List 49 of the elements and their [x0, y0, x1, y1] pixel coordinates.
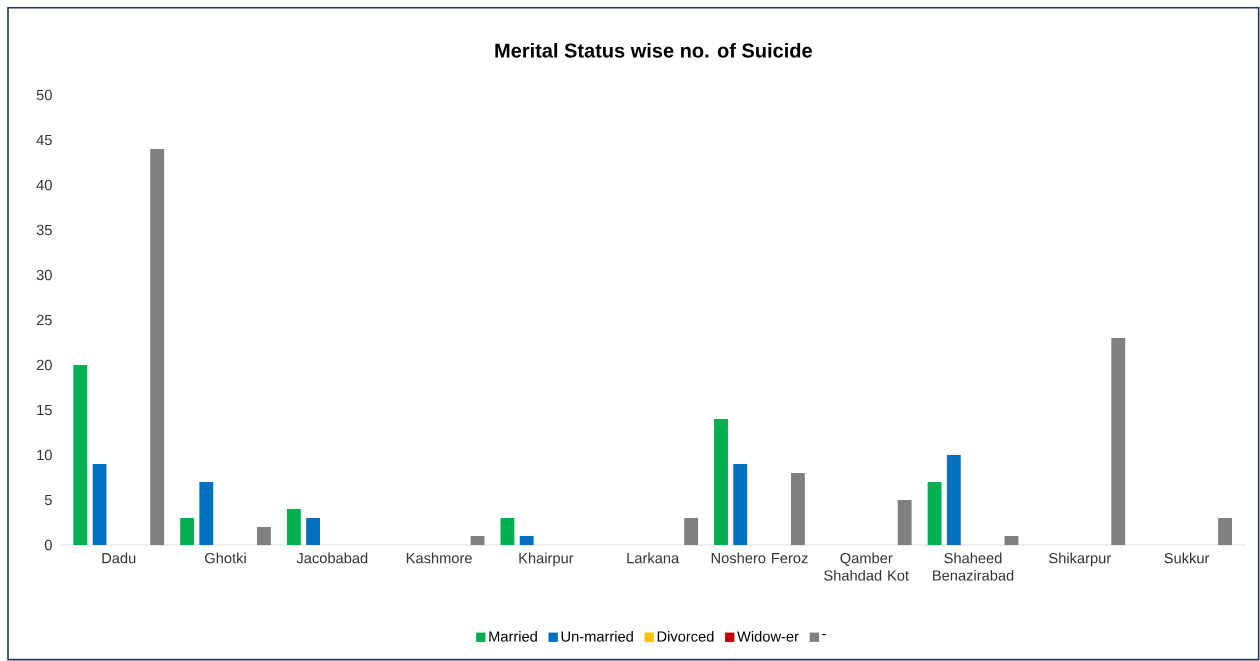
y-tick-label: 0 — [44, 539, 52, 551]
legend-label: Divorced — [657, 630, 714, 642]
x-tick-label: Dadu — [102, 552, 136, 564]
x-tick-label: Noshero Feroz — [711, 552, 808, 564]
bar — [180, 518, 195, 545]
bar — [257, 527, 271, 545]
bar — [714, 419, 728, 545]
bar — [519, 536, 534, 545]
x-tick-label: Shikarpur — [1049, 552, 1111, 567]
legend-label: Un-married — [561, 630, 633, 642]
bar — [92, 464, 107, 545]
bar — [927, 482, 942, 545]
x-tick-label: Khairpur — [519, 552, 574, 567]
bar — [306, 518, 321, 545]
x-tick-label: Shaheed Benazirabad — [933, 552, 1014, 581]
bar — [1218, 518, 1232, 545]
y-tick-label: 15 — [37, 404, 52, 416]
y-tick-label: 40 — [36, 179, 52, 191]
x-tick-label: Qamber Shahdad Kot — [824, 552, 909, 581]
bar — [286, 509, 301, 545]
chart-title: Merital Status wise no. of Suicide — [495, 42, 812, 58]
y-tick-label: 25 — [36, 314, 52, 326]
x-tick-label: Kashmore — [406, 552, 472, 564]
bar — [150, 149, 165, 545]
bar — [1111, 338, 1126, 545]
x-tick-label: Sukkur — [1164, 552, 1210, 564]
bar — [946, 455, 961, 545]
y-tick-label: 10 — [37, 449, 52, 461]
bar — [684, 518, 699, 545]
y-tick-label: 20 — [36, 359, 52, 371]
y-tick-label: 50 — [36, 89, 52, 101]
bar — [199, 482, 214, 545]
bar — [897, 500, 912, 545]
bar — [790, 473, 805, 545]
legend-label: - — [822, 634, 826, 636]
bar — [733, 464, 748, 545]
y-tick-label: 35 — [36, 224, 52, 236]
x-tick-label: Larkana — [627, 552, 680, 564]
bar — [1004, 536, 1019, 545]
bar — [500, 518, 515, 545]
legend-label: Married — [489, 630, 537, 642]
y-tick-label: 30 — [36, 269, 52, 281]
x-tick-label: Ghotki — [205, 552, 246, 564]
y-tick-label: 45 — [36, 134, 52, 146]
y-tick-label: 5 — [44, 494, 52, 506]
bar — [470, 536, 485, 545]
x-tick-label: Jacobabad — [296, 552, 368, 564]
bar — [73, 365, 88, 545]
legend-label: Widow-er — [737, 630, 799, 642]
